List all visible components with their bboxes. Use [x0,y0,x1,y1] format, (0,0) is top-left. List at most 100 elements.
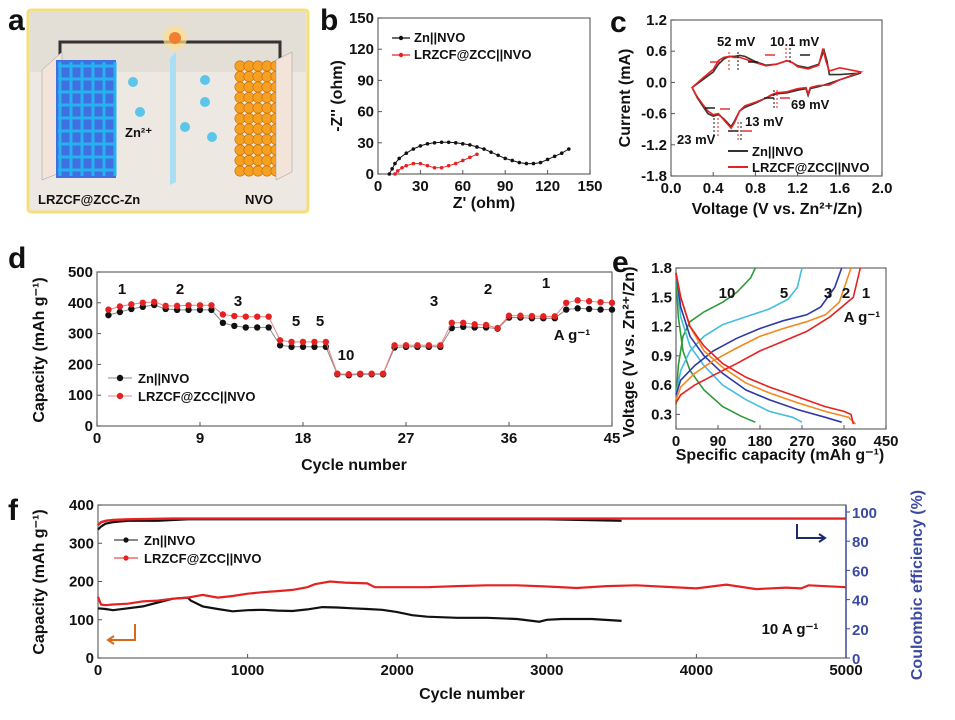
y-tick-label: 1.2 [651,319,672,336]
y-tick-label: 100 [68,387,93,404]
data-point [411,161,416,166]
y2-tick-label: 40 [852,593,869,610]
legend-label: Zn||NVO [138,371,189,386]
data-point [439,140,444,145]
data-point [524,161,529,166]
data-point [453,161,458,166]
data-point [448,319,455,327]
data-point [404,163,409,168]
y2-tick-label: 80 [852,534,869,551]
separator [170,52,176,185]
x-tick-label: 60 [454,178,471,195]
data-point [404,151,409,155]
zinc-ion-icon [200,75,210,85]
discharge-curve-1 [675,272,803,423]
y-tick-label: 100 [69,612,94,629]
y-tick-label: -0.6 [641,106,667,123]
ce-line-zn-nvo [97,518,622,531]
data-point [574,297,581,304]
y-tick-label: 90 [357,72,374,89]
data-point [538,160,543,165]
rate-label: 3 [430,293,438,310]
peak-shift-annotation: 52 mV [717,34,756,49]
y-tick-label: -1.2 [641,137,667,154]
data-point [265,313,272,320]
legend-marker [123,555,129,561]
data-point [116,308,124,316]
discharge-curve-2 [675,272,842,423]
discharge-curve-4 [675,272,855,425]
unit-label: A g⁻¹ [554,327,591,344]
rate-label: 1 [862,285,870,302]
data-point [411,147,416,151]
legend-marker [116,374,124,382]
charge-curve-2 [675,267,843,396]
y-tick-label: 60 [357,104,374,121]
y-tick-label: 1.8 [651,260,672,277]
data-point [231,322,238,330]
data-point [185,306,192,314]
x-tick-label: 2.0 [872,180,893,197]
data-point [597,306,604,313]
data-point [173,302,181,310]
data-point [475,145,479,149]
data-point [574,305,581,312]
y-tick-label: 200 [68,356,93,373]
y2-tick-label: 100 [852,505,877,522]
data-point [559,151,564,155]
y-tick-label: 1.2 [646,12,667,29]
x-tick-label: 27 [398,430,415,447]
y-tick-label: 400 [68,295,93,312]
y-tick-label: 300 [68,326,93,343]
y-axis-label: Current (mA) [617,49,634,148]
panel-a-letter: a [8,4,25,37]
x-axis-label: Voltage (V vs. Zn²⁺/Zn) [692,201,863,218]
right-axis-arrowhead-icon [818,533,827,543]
anode-grid-lines [58,62,117,176]
y-axis-label: Voltage (V vs. Zn²⁺/Zn) [621,267,638,438]
x-tick-label: 45 [604,430,621,447]
x-tick-label: 1.2 [787,180,808,197]
zinc-ion-icon [135,107,145,117]
plot-frame [96,271,613,427]
data-point [299,338,307,346]
data-point [608,299,616,306]
cathode-current-collector [275,51,293,181]
x-axis-label: Specific capacity (mAh g⁻¹) [676,447,885,464]
peak-shift-annotation: 13 mV [745,114,784,129]
rate-label: 5 [316,313,324,330]
data-point [503,156,508,161]
rate-label: 1 [118,281,126,298]
ce-line-lrzcf [97,517,846,526]
data-point [585,305,593,313]
series-line-0 [388,141,570,175]
data-point [276,342,284,349]
data-point [391,342,398,349]
x-tick-label: 0 [93,430,101,447]
y-tick-label: 500 [68,264,93,281]
data-point [517,160,522,165]
legend-label: LRZCF@ZCC||NVO [144,551,261,566]
series-line-1 [108,299,613,375]
data-point [425,163,430,168]
y2-tick-label: 0 [852,651,860,668]
x-tick-label: 30 [412,178,429,195]
legend-label: LRZCF@ZCC||NVO [138,389,255,404]
panel-a: a Zn²⁺ LRZCF@ZCC-Zn NVO [8,4,310,214]
rate-label: 3 [824,285,832,302]
y-tick-label: 300 [69,535,94,552]
panel-c: c 0.0 0.4 0.8 1.2 1.6 2.0 -1.8 -1.2 -0.6 0.0 0.6 1.2… [610,6,892,218]
x-tick-label: 1000 [231,662,264,679]
data-point [311,338,318,346]
x-tick-label: 4000 [680,662,713,679]
current-density-annotation: 10 A g⁻¹ [762,621,819,638]
y-tick-label: 200 [69,574,94,591]
x-tick-label: 0 [94,662,102,679]
panel-f: f0 1000 2000 3000 4000 5000010020030040002040… [8,490,926,703]
panel-f-letter: f [8,494,19,527]
legend-label: LRZCF@ZCC||NVO [752,160,869,175]
data-point [400,165,404,170]
x-tick-label: 3000 [530,662,563,679]
